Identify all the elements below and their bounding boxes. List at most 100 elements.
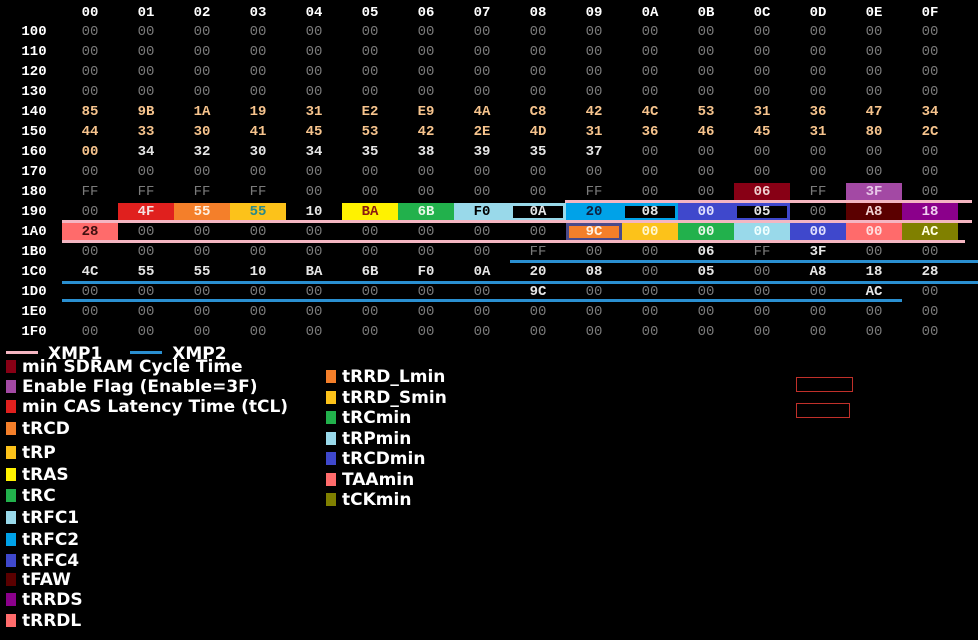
hex-cell: 00 [753, 324, 771, 340]
hex-cell: 00 [622, 223, 678, 241]
hex-cell: 38 [417, 144, 435, 160]
legend-label: tRAS [22, 465, 69, 485]
row-label: 1C0 [21, 264, 47, 280]
hex-cell: 00 [865, 144, 883, 160]
hex-cell: 00 [641, 324, 659, 340]
hex-cell: 00 [193, 244, 211, 260]
hex-cell: 00 [305, 44, 323, 60]
hex-cell: 00 [305, 324, 323, 340]
hex-cell: 00 [473, 164, 491, 180]
row-label: 1D0 [21, 284, 47, 300]
hex-cell: 00 [249, 84, 267, 100]
column-header: 0B [697, 5, 715, 21]
hex-cell: 55 [193, 264, 211, 280]
column-header: 0D [809, 5, 827, 21]
hex-cell: 00 [473, 224, 491, 240]
hex-cell: 00 [865, 244, 883, 260]
hex-cell: 00 [193, 24, 211, 40]
hex-cell: 31 [585, 124, 603, 140]
hex-cell: 00 [641, 84, 659, 100]
hex-cell: 00 [417, 44, 435, 60]
legend-item: tRAS [6, 465, 69, 485]
row-label: 110 [21, 44, 47, 60]
hex-cell: 00 [585, 324, 603, 340]
hex-cell: 42 [585, 104, 603, 120]
hex-cell: 00 [921, 304, 939, 320]
hex-cell: 00 [753, 44, 771, 60]
hex-cell: 55 [137, 264, 155, 280]
hex-cell: 00 [137, 24, 155, 40]
column-header: 00 [81, 5, 99, 21]
hex-cell: 00 [361, 64, 379, 80]
hex-cell: 47 [865, 104, 883, 120]
hex-cell: 00 [865, 24, 883, 40]
hex-cell: 00 [249, 244, 267, 260]
legend-item: TAAmin [326, 470, 414, 490]
color-swatch-icon [6, 573, 16, 586]
color-swatch-icon [326, 493, 336, 506]
legend-item: tRPmin [326, 429, 411, 449]
hex-cell: 00 [417, 64, 435, 80]
row-label: 1E0 [21, 304, 47, 320]
legend-item: tRCD [6, 419, 70, 439]
hex-cell: 00 [809, 164, 827, 180]
hex-cell: 0A [510, 203, 566, 221]
legend-lines: XMP1 XMP2 [6, 344, 227, 364]
hex-cell: 2E [473, 124, 491, 140]
hex-cell: 39 [473, 144, 491, 160]
hex-cell: 55 [174, 203, 230, 221]
color-swatch-icon [6, 446, 16, 459]
hex-cell: 05 [734, 203, 790, 221]
legend-label: tRRD_Lmin [342, 367, 446, 387]
legend-item: min CAS Latency Time (tCL) [6, 397, 288, 417]
xmp1-line-icon [6, 351, 38, 354]
hex-cell: 00 [417, 184, 435, 200]
legend-item: tRRD_Smin [326, 388, 447, 408]
color-swatch-icon [6, 593, 16, 606]
row-label: 160 [21, 144, 47, 160]
hex-cell: FF [753, 244, 771, 260]
color-swatch-icon [6, 614, 16, 627]
hex-cell: 00 [361, 324, 379, 340]
color-swatch-icon [6, 380, 16, 393]
hex-cell: 00 [809, 284, 827, 300]
hex-cell: 00 [361, 184, 379, 200]
column-header: 0F [921, 5, 939, 21]
hex-cell: 00 [473, 44, 491, 60]
legend-label: tRRD_Smin [342, 387, 447, 408]
hex-cell: 55 [230, 203, 286, 221]
hex-cell: 33 [137, 124, 155, 140]
color-swatch-icon [6, 468, 16, 481]
hex-cell: FF [193, 184, 211, 200]
column-header: 05 [361, 5, 379, 21]
row-label: 140 [21, 104, 47, 120]
hex-cell: 00 [921, 144, 939, 160]
legend-label: tRRDS [22, 590, 83, 610]
hex-cell: 85 [81, 104, 99, 120]
legend-item: tRC [6, 486, 56, 506]
hex-cell: 31 [809, 124, 827, 140]
legend-item: tRRDL [6, 611, 81, 631]
hex-cell: F0 [417, 264, 435, 280]
hex-cell: FF [249, 184, 267, 200]
color-swatch-icon [6, 511, 16, 524]
hex-cell: 00 [529, 184, 547, 200]
hex-cell: 3F [809, 244, 827, 260]
hex-cell: F0 [454, 203, 510, 221]
legend-label: tRCDmin [342, 449, 426, 469]
row-label: 190 [21, 204, 47, 220]
legend-label: tRCD [22, 419, 70, 439]
hex-cell: 00 [81, 164, 99, 180]
hex-cell: 44 [81, 124, 99, 140]
hex-cell: E2 [361, 104, 379, 120]
hex-cell: 41 [249, 124, 267, 140]
legend-item: tRFC2 [6, 530, 79, 550]
color-swatch-icon [326, 472, 336, 486]
color-swatch-icon [6, 489, 16, 502]
hex-cell: 00 [417, 324, 435, 340]
hex-cell: 00 [193, 304, 211, 320]
hex-cell: 00 [249, 44, 267, 60]
hex-cell: 00 [921, 164, 939, 180]
hex-cell: 00 [809, 84, 827, 100]
legend-label: tRFC1 [22, 508, 80, 528]
